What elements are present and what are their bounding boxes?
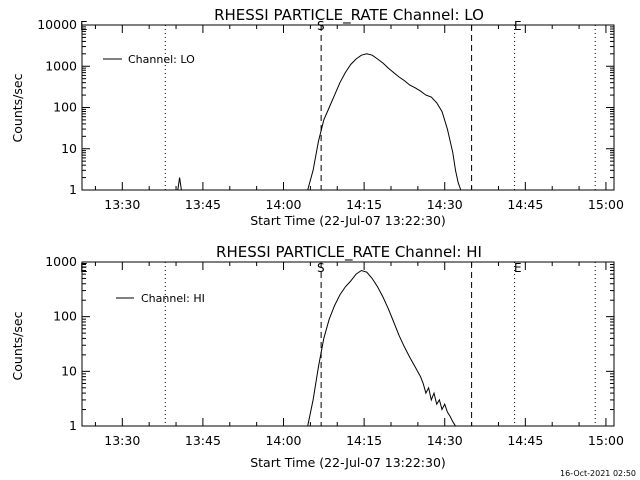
y-axis-label: Counts/sec: [10, 73, 25, 142]
tick-marks: [82, 261, 614, 427]
y-axis-label: Counts/sec: [10, 311, 25, 380]
reference-lines: [164, 25, 596, 190]
y-tick-label: 100: [53, 309, 77, 324]
x-tick-label: 14:45: [507, 433, 543, 448]
plot-frame: [81, 261, 615, 427]
tick-marks: [82, 24, 614, 191]
x-tick-labels: 13:30 13:45 14:00 14:15 14:30 14:45 15:00: [104, 433, 624, 448]
start-marker-label: S: [317, 261, 325, 275]
panel-hi: RHESSI PARTICLE_RATE Channel: HI Counts/…: [10, 243, 624, 470]
y-tick-label: 10: [61, 141, 77, 156]
legend-entry: Channel: HI: [141, 292, 205, 305]
y-tick-label: 10000: [37, 17, 77, 32]
y-tick-labels: 1 10 100 1000 10000: [37, 17, 77, 197]
legend: Channel: HI: [116, 292, 205, 305]
x-tick-label: 15:00: [588, 197, 624, 212]
x-tick-label: 14:00: [265, 433, 301, 448]
footer-timestamp: 16-Oct-2021 02:50: [560, 469, 636, 478]
panel-lo: RHESSI PARTICLE_RATE Channel: LO Counts/…: [10, 6, 624, 228]
x-tick-label: 14:00: [265, 197, 301, 212]
x-tick-label: 13:30: [104, 197, 140, 212]
x-tick-label: 14:15: [346, 433, 382, 448]
start-marker-label: S: [317, 19, 325, 33]
series-line: [173, 53, 462, 191]
x-tick-label: 14:30: [427, 197, 463, 212]
series-line: [307, 269, 456, 427]
y-tick-label: 1: [69, 418, 77, 433]
y-tick-label: 1000: [45, 254, 77, 269]
chart-title: RHESSI PARTICLE_RATE Channel: HI: [216, 243, 482, 262]
y-tick-label: 1000: [45, 58, 77, 73]
x-tick-label: 13:45: [185, 433, 221, 448]
y-tick-label: 1: [69, 182, 77, 197]
y-tick-label: 100: [53, 100, 77, 115]
x-tick-labels: 13:30 13:45 14:00 14:15 14:30 14:45 15:00: [104, 197, 624, 212]
x-tick-label: 14:30: [427, 433, 463, 448]
legend: Channel: LO: [103, 53, 195, 66]
y-tick-labels: 1 10 100 1000: [45, 254, 77, 433]
x-tick-label: 13:45: [185, 197, 221, 212]
end-marker-label: E: [514, 19, 522, 33]
chart-title: RHESSI PARTICLE_RATE Channel: LO: [214, 6, 484, 25]
x-tick-label: 14:45: [507, 197, 543, 212]
corner-marker-label: E: [80, 261, 88, 275]
corner-marker-label: E: [80, 19, 88, 33]
end-marker-label: E: [514, 261, 522, 275]
x-tick-label: 13:30: [104, 433, 140, 448]
x-axis-label: Start Time (22-Jul-07 13:22:30): [250, 213, 446, 228]
reference-lines: [164, 262, 596, 426]
x-axis-label: Start Time (22-Jul-07 13:22:30): [250, 455, 446, 470]
legend-entry: Channel: LO: [128, 53, 195, 66]
y-tick-label: 10: [61, 363, 77, 378]
x-tick-label: 14:15: [346, 197, 382, 212]
x-tick-label: 15:00: [588, 433, 624, 448]
